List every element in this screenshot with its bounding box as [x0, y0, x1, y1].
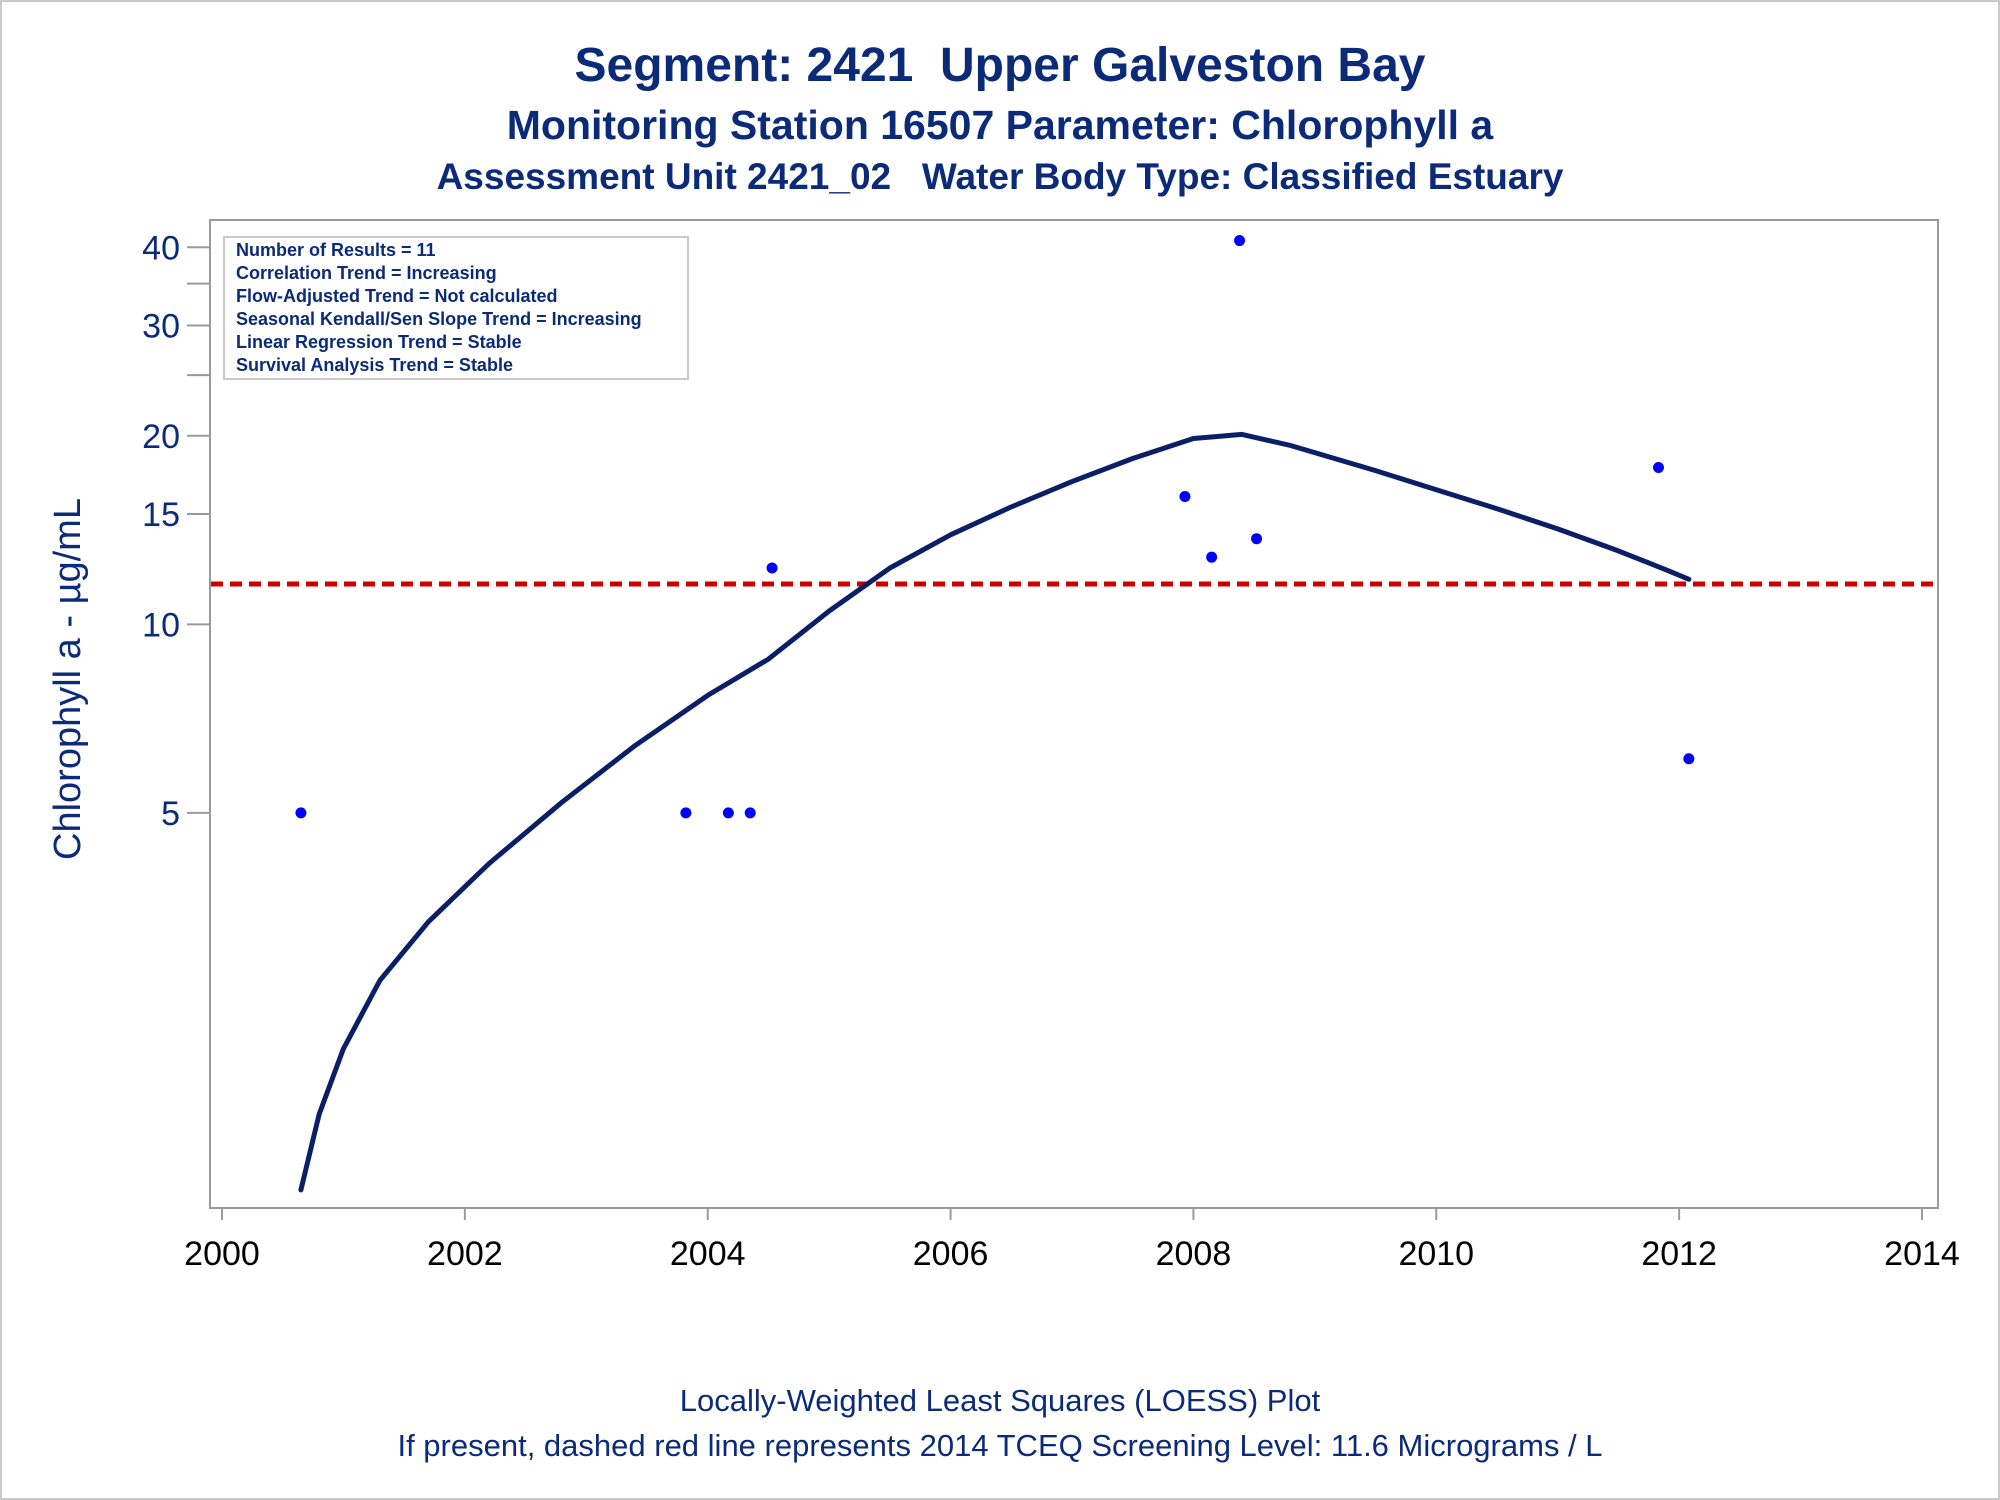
x-tick-label: 2002 — [427, 1235, 503, 1273]
chart-subtitle-secondary: Assessment Unit 2421_02 Water Body Type:… — [436, 156, 1564, 197]
legend-line-seasonal-kendall: Seasonal Kendall/Sen Slope Trend = Incre… — [236, 309, 642, 329]
data-point — [295, 807, 307, 819]
y-tick-label: 5 — [161, 795, 180, 833]
legend-line-correlation: Correlation Trend = Increasing — [236, 263, 497, 283]
loess-curve — [298, 431, 1692, 1193]
trend-legend-box: Number of Results = 11 Correlation Trend… — [223, 236, 689, 380]
y-tick-label: 15 — [142, 496, 180, 534]
x-tick-label: 2006 — [913, 1235, 989, 1273]
y-tick-label: 30 — [142, 308, 180, 346]
footnote-screening-level: If present, dashed red line represents 2… — [397, 1428, 1603, 1463]
x-tick-label: 2004 — [670, 1235, 746, 1273]
data-point — [1234, 235, 1246, 247]
x-tick-label: 2012 — [1641, 1235, 1717, 1273]
x-tick-label: 2010 — [1398, 1235, 1474, 1273]
y-tick-label: 20 — [142, 418, 180, 456]
data-point — [1206, 551, 1218, 563]
data-point — [1683, 753, 1695, 765]
plot-area-border — [209, 219, 1939, 1209]
data-point — [766, 562, 778, 574]
y-axis-label: Chlorophyll a - µg/mL — [47, 498, 89, 860]
data-point — [722, 807, 734, 819]
chart-title: Segment: 2421 Upper Galveston Bay — [574, 39, 1426, 92]
y-tick-label: 10 — [142, 606, 180, 644]
data-point — [680, 807, 692, 819]
legend-line-results: Number of Results = 11 — [236, 240, 436, 260]
x-tick-label: 2014 — [1884, 1235, 1960, 1273]
legend-line-survival-analysis: Survival Analysis Trend = Stable — [236, 355, 513, 375]
x-tick-label: 2008 — [1156, 1235, 1232, 1273]
data-point — [1251, 533, 1263, 545]
y-tick-label: 40 — [142, 229, 180, 267]
data-point — [744, 807, 756, 819]
legend-line-flow-adjusted: Flow-Adjusted Trend = Not calculated — [236, 286, 558, 306]
legend-line-linear-regression: Linear Regression Trend = Stable — [236, 332, 522, 352]
data-point — [1179, 490, 1191, 502]
chart-subtitle: Monitoring Station 16507 Parameter: Chlo… — [506, 102, 1494, 148]
footnote-loess: Locally-Weighted Least Squares (LOESS) P… — [679, 1383, 1321, 1418]
data-point — [1653, 461, 1664, 473]
x-tick-label: 2000 — [184, 1235, 260, 1273]
